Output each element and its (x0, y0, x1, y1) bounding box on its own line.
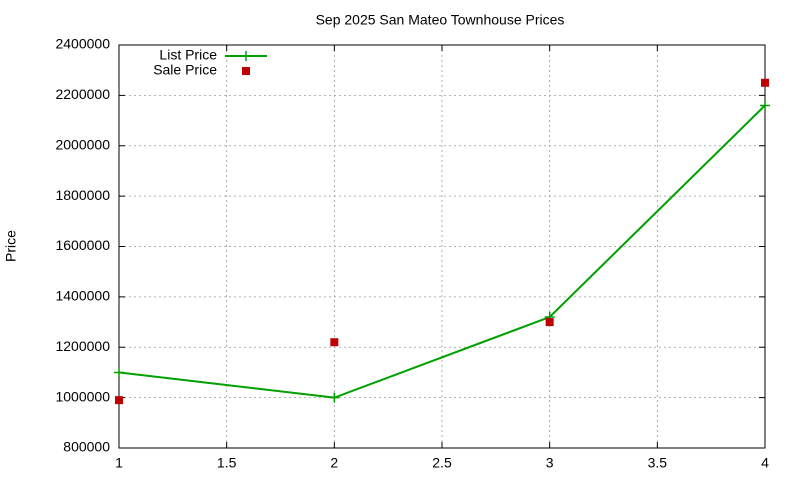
y-tick-label: 800000 (63, 439, 110, 455)
chart-title: Sep 2025 San Mateo Townhouse Prices (316, 12, 565, 28)
point-marker (114, 367, 124, 378)
y-tick-label: 1600000 (55, 237, 110, 253)
point-marker (115, 396, 123, 405)
x-tick-label: 2.5 (432, 455, 452, 471)
point-marker (330, 338, 339, 347)
x-tick-label: 1 (115, 455, 123, 471)
y-tick-label: 1800000 (55, 187, 110, 203)
y-tick-label: 2000000 (55, 136, 110, 152)
legend-label: List Price (159, 47, 217, 63)
legend-swatch (242, 67, 250, 75)
x-tick-label: 3.5 (648, 455, 668, 471)
point-marker (329, 392, 340, 403)
y-tick-label: 1400000 (55, 288, 110, 304)
legend-swatch (241, 51, 251, 61)
plot-frame (118, 44, 766, 449)
x-tick-label: 1.5 (217, 455, 237, 471)
point-marker (545, 318, 554, 327)
series-line (118, 104, 766, 399)
x-tick-label: 4 (761, 455, 769, 471)
y-tick-label: 1000000 (55, 388, 110, 404)
x-tick-label: 2 (330, 455, 338, 471)
y-tick-label: 2400000 (55, 36, 110, 52)
point-marker (760, 100, 770, 111)
y-axis-label: Price (3, 230, 19, 262)
y-tick-label: 2200000 (55, 86, 110, 102)
y-tick-label: 1200000 (55, 338, 110, 354)
x-tick-label: 3 (546, 455, 554, 471)
point-marker (761, 78, 769, 87)
legend-label: Sale Price (153, 62, 217, 78)
